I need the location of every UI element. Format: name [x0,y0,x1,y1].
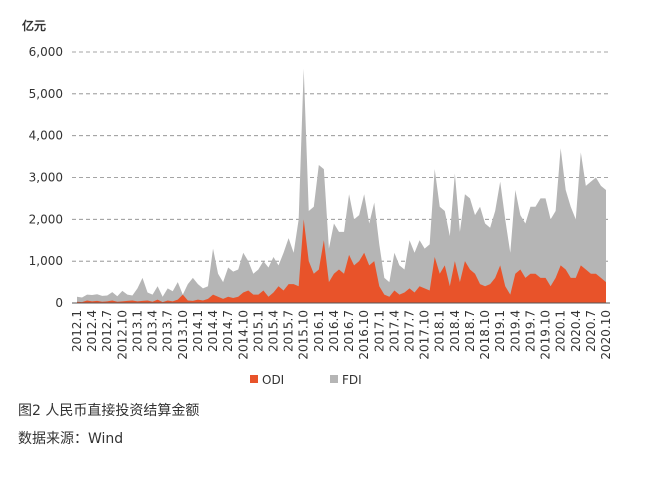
y-tick-label: 5,000 [29,87,63,101]
x-tick-label: 2012.1 [70,310,84,352]
x-tick-label: 2018.10 [478,310,492,360]
x-tick-label: 2020.1 [554,310,568,352]
x-tick-label: 2016.10 [357,310,371,360]
y-tick-label: 3,000 [29,171,63,185]
x-tick-label: 2017.1 [372,310,386,352]
y-tick-label: 0 [55,296,63,310]
x-tick-label: 2017.10 [418,310,432,360]
source: 数据来源：Wind [18,431,123,447]
area [77,219,606,303]
x-tick-label: 2014.1 [191,310,205,352]
x-tick-label: 2016.1 [312,310,326,352]
legend-label: ODI [262,373,284,387]
x-tick-label: 2015.4 [266,310,280,352]
x-tick-label: 2019.1 [493,310,507,352]
legend-label: FDI [342,373,362,387]
x-tick-label: 2017.7 [403,310,417,352]
x-tick-label: 2019.7 [523,310,537,352]
x-tick-label: 2014.4 [206,310,220,352]
y-tick-label: 2,000 [29,212,63,226]
x-tick-label: 2017.4 [387,310,401,352]
legend-swatch [250,375,258,383]
y-tick-label: 4,000 [29,129,63,143]
x-tick-label: 2015.7 [282,310,296,352]
x-tick-label: 2012.7 [100,310,114,352]
x-tick-label: 2015.1 [251,310,265,352]
x-tick-label: 2018.1 [433,310,447,352]
x-tick-label: 2016.7 [342,310,356,352]
x-tick-label: 2020.10 [599,310,613,360]
x-tick-label: 2014.7 [221,310,235,352]
y-tick-label: 6,000 [29,45,63,59]
caption: 图2 人民币直接投资结算金额 [18,402,199,419]
x-tick-label: 2015.10 [297,310,311,360]
y-tick-label: 1,000 [29,254,63,268]
x-tick-label: 2016.4 [327,310,341,352]
x-tick-label: 2018.4 [448,310,462,352]
x-tick-label: 2013.4 [146,310,160,352]
x-tick-label: 2018.7 [463,310,477,352]
legend-swatch [330,375,338,383]
x-tick-label: 2013.7 [161,310,175,352]
x-tick-label: 2014.10 [236,310,250,360]
x-tick-label: 2019.10 [539,310,553,360]
x-tick-label: 2020.7 [584,310,598,352]
x-tick-label: 2020.4 [569,310,583,352]
x-tick-label: 2013.1 [130,310,144,352]
x-tick-label: 2013.10 [176,310,190,360]
x-tick-label: 2012.10 [115,310,129,360]
x-tick-label: 2019.4 [508,310,522,352]
area [77,68,606,303]
x-tick-label: 2012.4 [85,310,99,352]
y-axis-label: 亿元 [22,18,46,33]
